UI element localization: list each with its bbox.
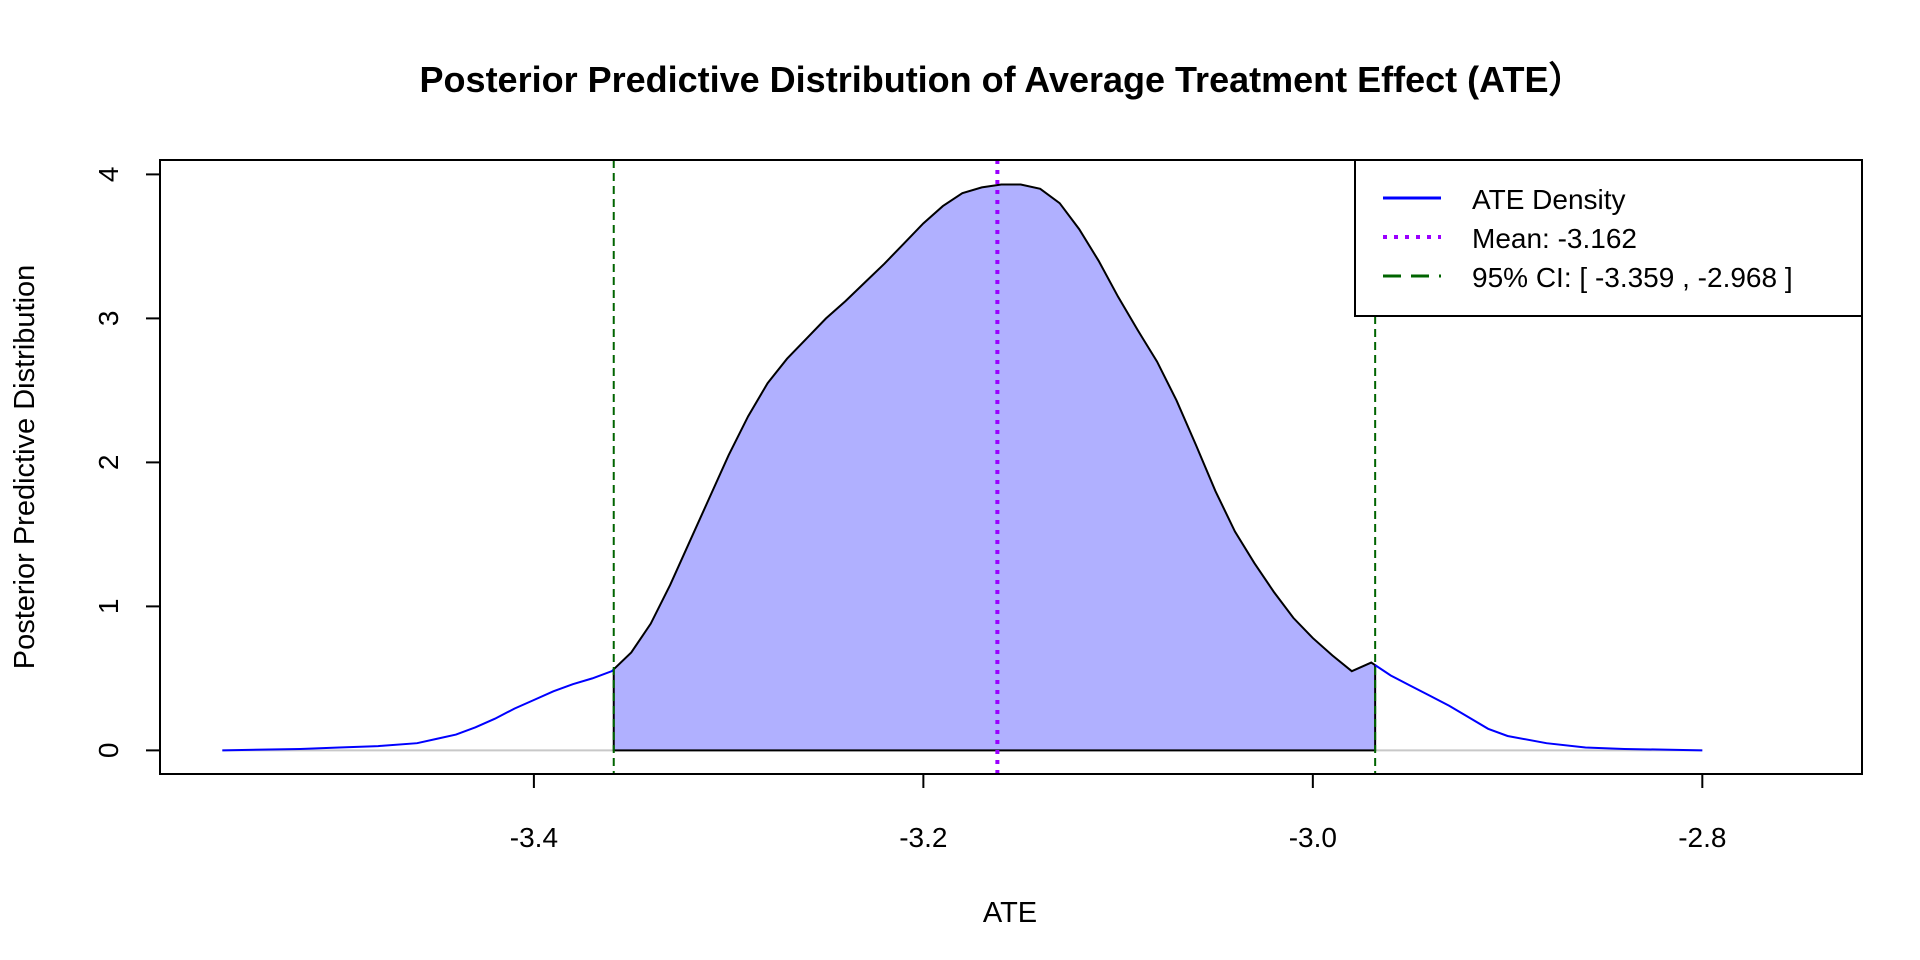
plot-area — [222, 160, 1703, 774]
legend-label-ci: 95% CI: [ -3.359 , -2.968 ] — [1472, 262, 1793, 293]
y-axis: 0 1 2 3 4 — [93, 167, 161, 759]
density-line-left-tail — [222, 668, 615, 752]
y-tick-label: 4 — [93, 167, 124, 183]
density-line-right-tail — [1374, 664, 1703, 752]
legend: ATE Density Mean: -3.162 95% CI: [ -3.35… — [1354, 159, 1863, 317]
x-tick-label: -3.0 — [1289, 822, 1337, 853]
y-tick-label: 0 — [93, 743, 124, 759]
x-axis: -3.4 -3.2 -3.0 -2.8 — [510, 773, 1726, 853]
y-axis-title: Posterior Predictive Distribution — [9, 265, 41, 670]
chart-title: Posterior Predictive Distribution of Ave… — [420, 59, 1585, 100]
legend-label-density: ATE Density — [1472, 184, 1626, 215]
y-tick-label: 1 — [93, 599, 124, 615]
x-axis-title: ATE — [983, 897, 1037, 929]
y-tick-label: 3 — [93, 311, 124, 327]
y-tick-label: 2 — [93, 455, 124, 471]
legend-label-mean: Mean: -3.162 — [1472, 223, 1637, 254]
x-tick-label: -2.8 — [1678, 822, 1726, 853]
x-tick-label: -3.2 — [899, 822, 947, 853]
x-tick-label: -3.4 — [510, 822, 558, 853]
ci-shaded-area — [612, 183, 1377, 752]
legend-box — [1354, 159, 1863, 317]
